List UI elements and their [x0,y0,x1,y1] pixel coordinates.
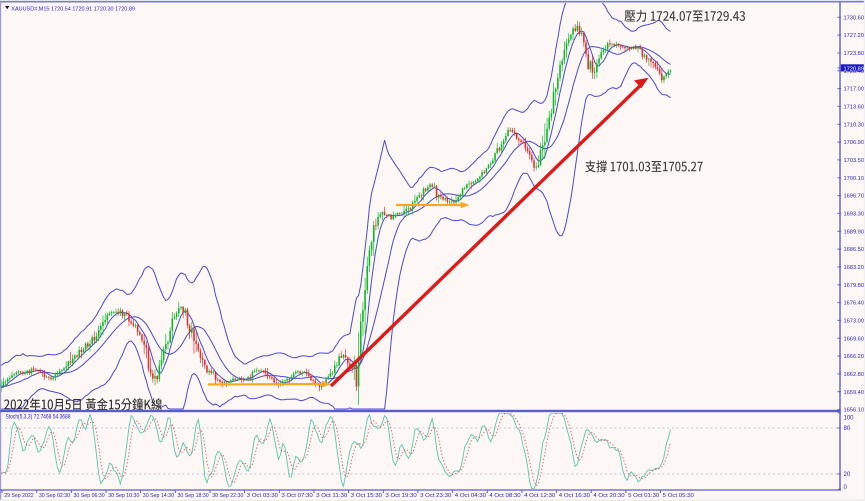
svg-text:3 Oct 11:30: 3 Oct 11:30 [316,493,347,499]
svg-text:0: 0 [844,485,848,491]
svg-text:100: 100 [844,416,855,422]
svg-text:XAUUSD#,M15 1720.54 1720.91 1: XAUUSD#,M15 1720.54 1720.91 1720.30 1720… [11,6,135,12]
svg-text:4 Oct 04:30: 4 Oct 04:30 [455,493,486,499]
svg-text:1656.10: 1656.10 [844,408,865,414]
svg-text:3 Oct 07:30: 3 Oct 07:30 [282,493,313,499]
svg-text:5 Oct 01:30: 5 Oct 01:30 [628,493,659,499]
svg-text:1727.20: 1727.20 [844,33,865,39]
svg-text:Stoch(5,3,3) 72.7468 54.3688: Stoch(5,3,3) 72.7468 54.3688 [6,415,72,421]
svg-text:1710.30: 1710.30 [844,122,865,128]
svg-text:30 Sep 10:30: 30 Sep 10:30 [108,493,139,499]
svg-text:30 Sep 06:30: 30 Sep 06:30 [74,493,105,499]
svg-text:1679.80: 1679.80 [844,283,865,289]
svg-text:1659.40: 1659.40 [844,390,865,396]
svg-text:29 Sep 2022: 29 Sep 2022 [4,493,34,499]
svg-text:1666.20: 1666.20 [844,354,865,360]
svg-text:1717.00: 1717.00 [844,87,865,93]
svg-text:3 Oct 15:30: 3 Oct 15:30 [351,493,382,499]
svg-text:1669.60: 1669.60 [844,336,865,342]
svg-text:3 Oct 19:30: 3 Oct 19:30 [386,493,417,499]
svg-text:1730.60: 1730.60 [844,15,865,21]
svg-text:3 Oct 23:30: 3 Oct 23:30 [420,493,451,499]
svg-text:1693.30: 1693.30 [844,212,865,218]
svg-text:30 Sep 02:30: 30 Sep 02:30 [39,493,70,499]
svg-text:1686.50: 1686.50 [844,247,865,253]
svg-text:1696.70: 1696.70 [844,194,865,200]
svg-text:4 Oct 20:30: 4 Oct 20:30 [593,493,624,499]
svg-text:1689.90: 1689.90 [844,229,865,235]
svg-text:80: 80 [844,426,851,432]
svg-text:30 Sep 22:30: 30 Sep 22:30 [212,493,243,499]
svg-text:1676.40: 1676.40 [844,301,865,307]
svg-text:1713.60: 1713.60 [844,105,865,111]
svg-text:1700.10: 1700.10 [844,176,865,182]
svg-text:1720.89: 1720.89 [844,66,865,72]
svg-text:1662.80: 1662.80 [844,372,865,378]
svg-text:30 Sep 18:30: 30 Sep 18:30 [178,493,209,499]
svg-text:1723.80: 1723.80 [844,51,865,57]
svg-text:5 Oct 05:30: 5 Oct 05:30 [663,493,694,499]
svg-text:20: 20 [844,472,851,478]
svg-text:3 Oct 03:30: 3 Oct 03:30 [247,493,278,499]
svg-text:1706.90: 1706.90 [844,140,865,146]
svg-text:4 Oct 12:30: 4 Oct 12:30 [524,493,555,499]
svg-text:1703.50: 1703.50 [844,158,865,164]
svg-text:1683.20: 1683.20 [844,265,865,271]
svg-text:1720.40: 1720.40 [844,69,865,75]
svg-text:4 Oct 08:30: 4 Oct 08:30 [489,493,520,499]
svg-text:1673.00: 1673.00 [844,319,865,325]
svg-text:4 Oct 16:30: 4 Oct 16:30 [559,493,590,499]
svg-text:30 Sep 14:30: 30 Sep 14:30 [143,493,174,499]
